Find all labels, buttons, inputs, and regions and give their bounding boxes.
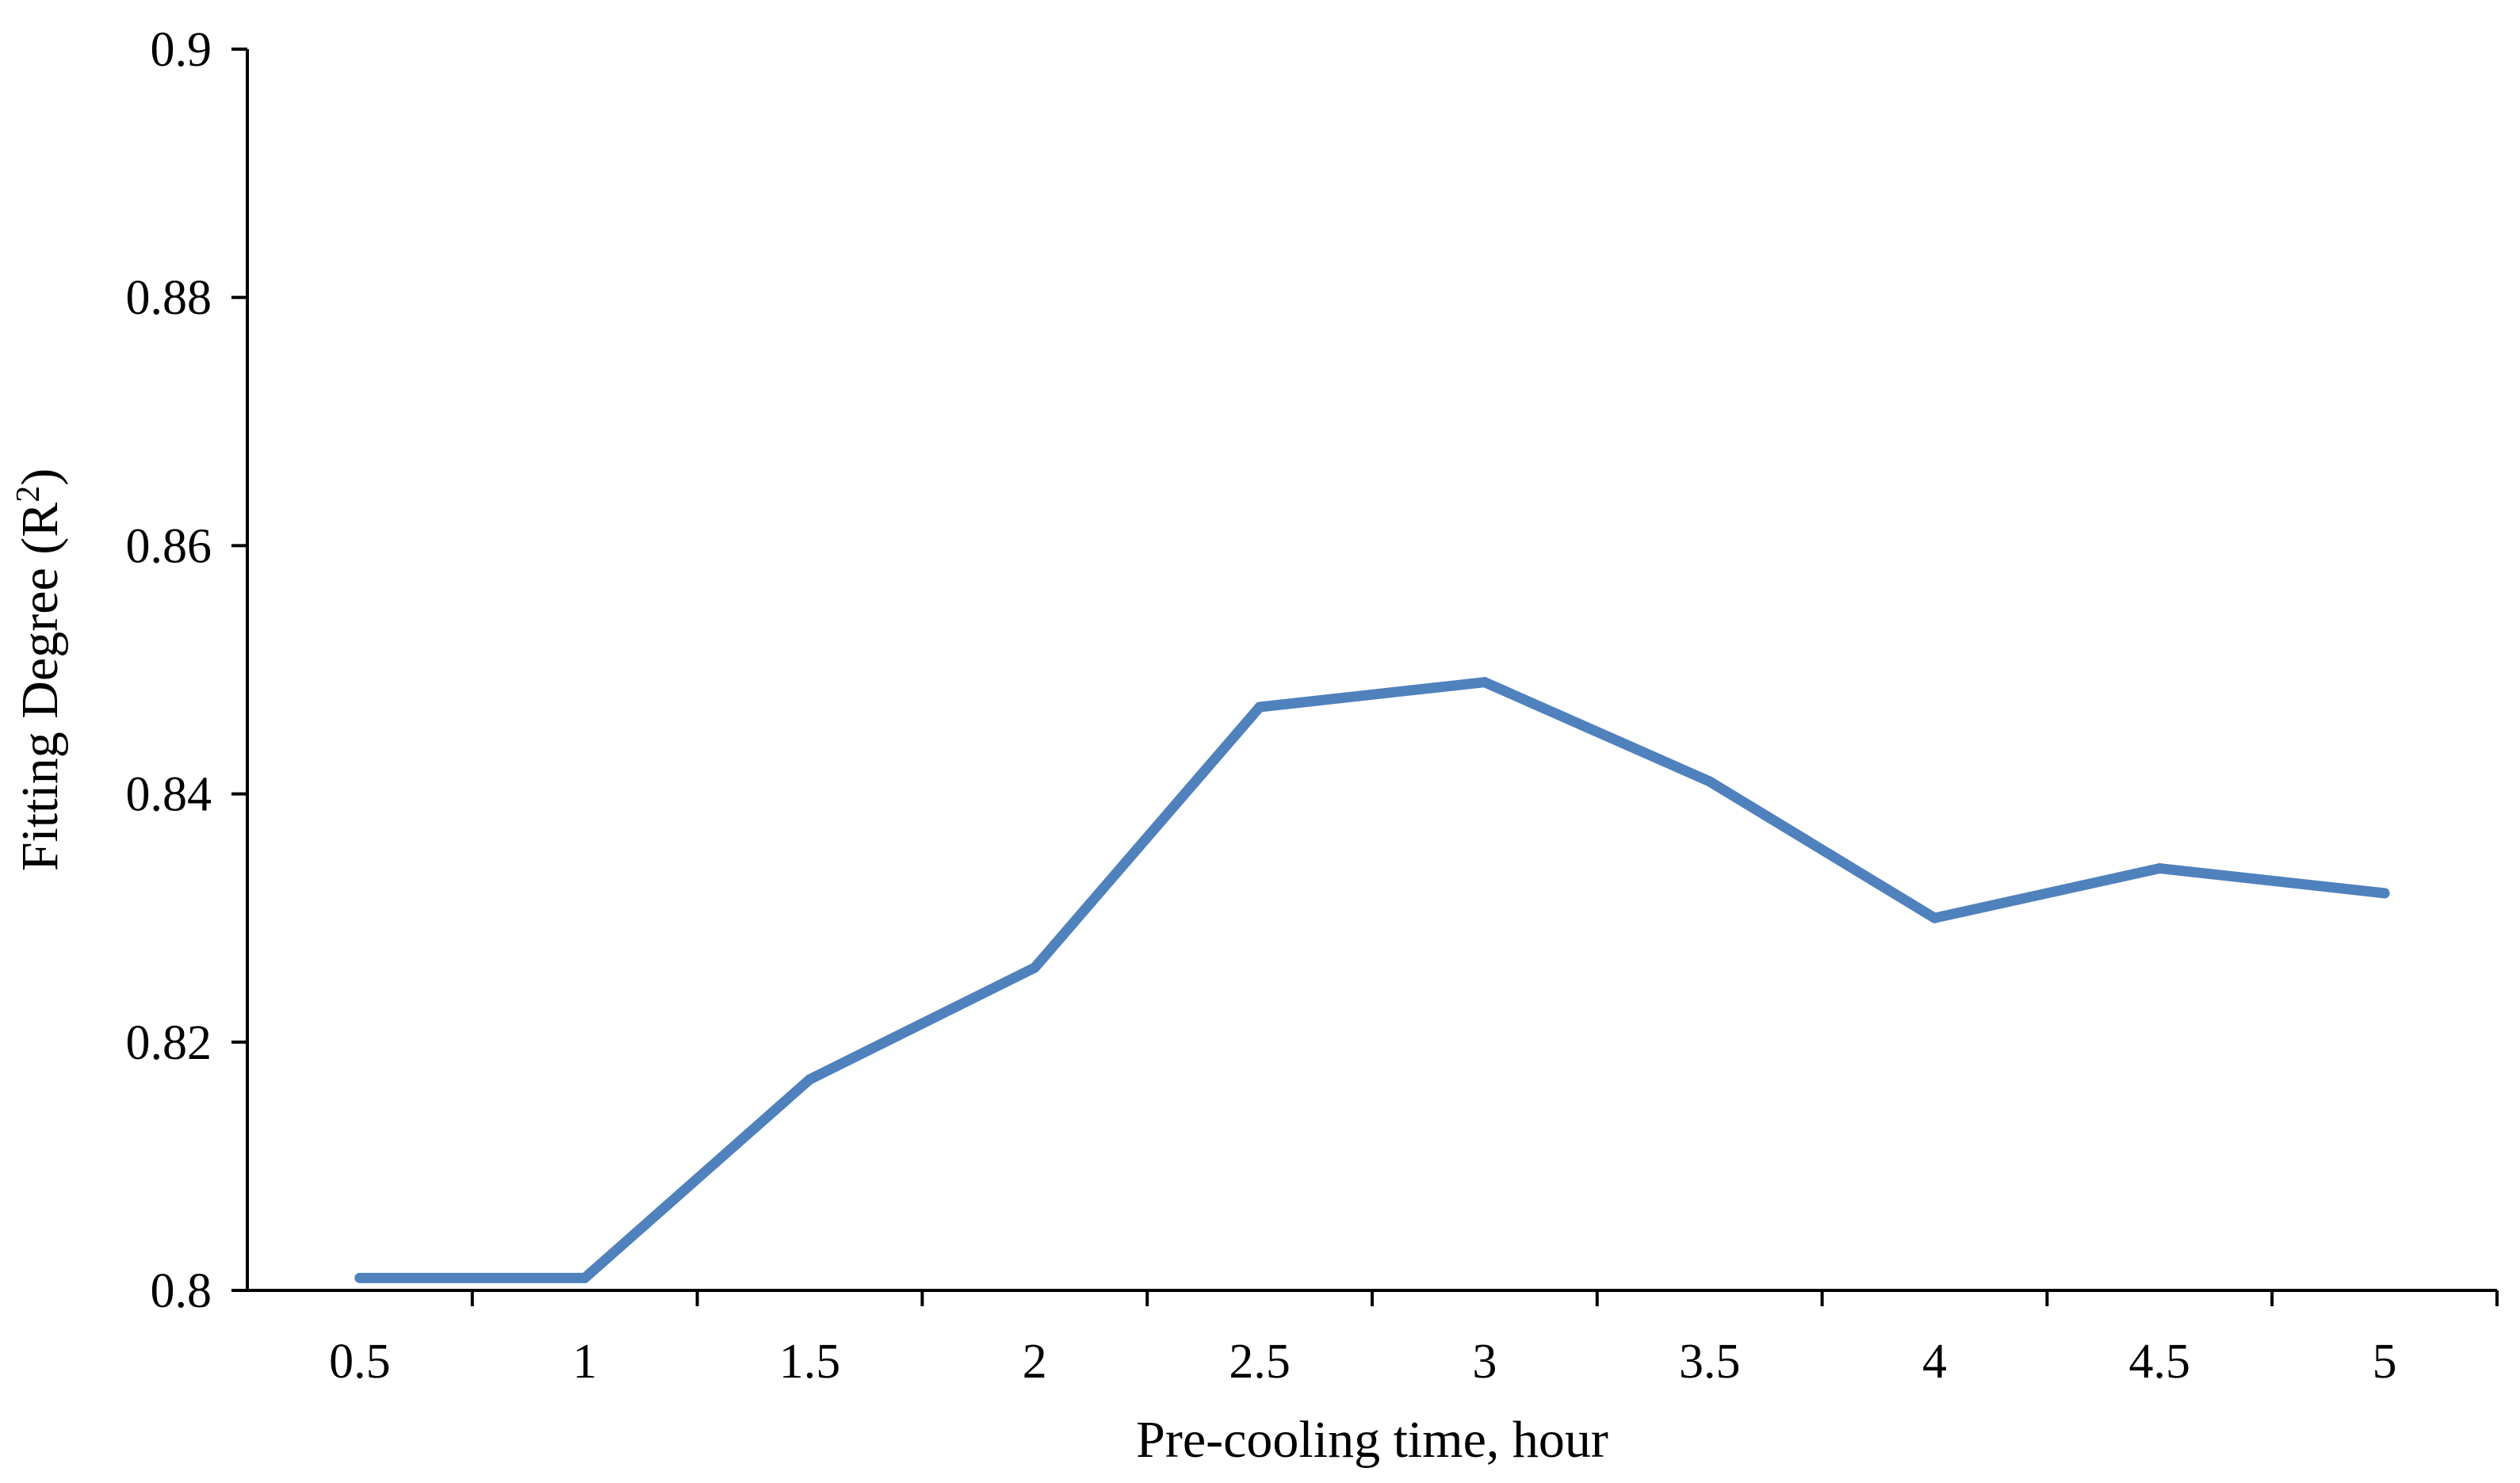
x-axis-ticks: 0.5 1 1.5 2 2.5 3 3.5 4 4.5 5 <box>329 1290 2499 1389</box>
data-point <box>1929 912 1940 923</box>
x-axis-title: Pre-cooling time, hour <box>1136 1411 1608 1469</box>
y-tick-label: 0.88 <box>126 271 212 325</box>
x-tick-label: 2 <box>1023 1335 1047 1389</box>
data-point <box>1479 677 1490 688</box>
y-tick-label: 0.9 <box>151 23 212 77</box>
series-group <box>354 677 2390 1283</box>
x-tick-label: 4.5 <box>2129 1335 2191 1389</box>
data-point <box>1254 701 1265 713</box>
y-axis-title-superscript: 2 <box>10 486 47 503</box>
x-tick-label: 5 <box>2373 1335 2397 1389</box>
y-tick-label: 0.86 <box>126 519 212 573</box>
data-point <box>354 1272 365 1283</box>
y-tick-label: 0.84 <box>126 768 212 822</box>
x-tick-label: 3.5 <box>1679 1335 1741 1389</box>
y-tick-label: 0.8 <box>151 1264 212 1318</box>
y-axis-title: Fitting Degree (R2) <box>10 468 69 872</box>
x-tick-label: 3 <box>1472 1335 1497 1389</box>
series-line <box>354 677 2390 1283</box>
y-tick-label: 0.82 <box>126 1016 212 1070</box>
y-axis-title-suffix: ) <box>11 468 69 486</box>
x-tick-label: 1 <box>572 1335 597 1389</box>
data-point <box>2379 888 2390 899</box>
x-tick-label: 0.5 <box>329 1335 391 1389</box>
x-tick-label: 4 <box>1922 1335 1947 1389</box>
data-point <box>579 1272 591 1283</box>
y-axis-title-main: Fitting Degree (R <box>11 503 69 872</box>
data-point <box>1704 776 1715 787</box>
data-point <box>805 1074 815 1085</box>
data-point <box>1029 962 1040 973</box>
y-axis-ticks: 0.8 0.82 0.84 0.86 0.88 0.9 <box>126 23 247 1318</box>
x-tick-label: 1.5 <box>779 1335 841 1389</box>
x-tick-label: 2.5 <box>1229 1335 1291 1389</box>
data-point <box>2154 863 2165 874</box>
